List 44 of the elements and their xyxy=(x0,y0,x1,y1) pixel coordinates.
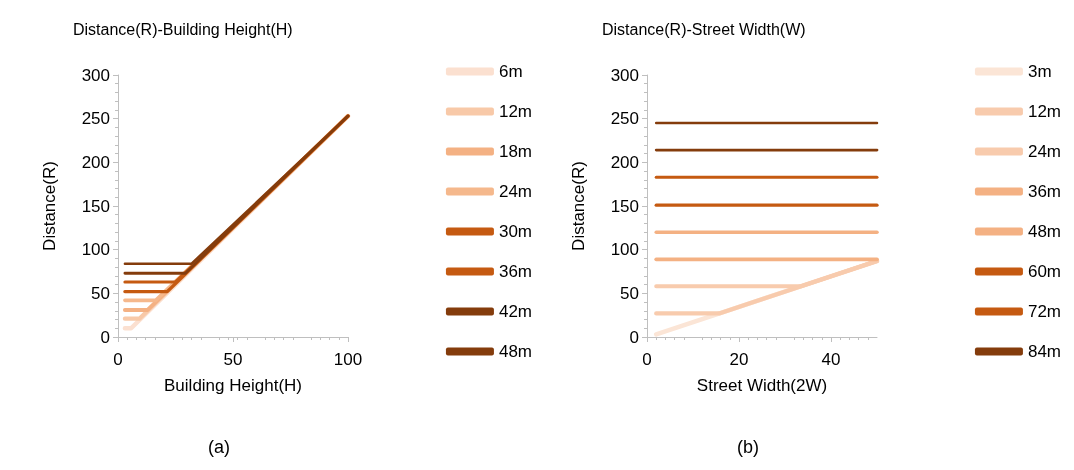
x-tick-label: 40 xyxy=(821,350,841,369)
y-tick-label: 0 xyxy=(100,327,110,347)
legend-label: 12m xyxy=(1027,102,1062,121)
y-tick-label: 150 xyxy=(81,196,110,216)
chart-title: Distance(R)-Street Width(W) xyxy=(602,20,806,38)
legend-label: 36m xyxy=(1027,182,1062,201)
text: (b) xyxy=(737,437,759,457)
y-tick-label: 300 xyxy=(81,65,110,85)
x-axis-title: Street Width(2W) xyxy=(696,376,828,395)
legend-label: 24m xyxy=(1027,142,1062,161)
x-tick-label: 50 xyxy=(223,350,243,369)
chart-title: Distance(R)-Building Height(H) xyxy=(73,20,293,38)
legend-label: 60m xyxy=(1027,262,1062,281)
legend-label: 12m xyxy=(498,102,533,121)
legend-label: 6m xyxy=(498,62,523,81)
x-axis-title: Building Height(H) xyxy=(164,376,302,395)
legend-label: 42m xyxy=(498,302,533,321)
y-tick-label: 200 xyxy=(610,152,639,172)
y-axis-title: Distance(R) xyxy=(40,161,59,251)
y-tick-label: 300 xyxy=(610,65,639,85)
y-tick-label: 200 xyxy=(81,152,110,172)
x-tick-label: 100 xyxy=(333,350,363,369)
text: (a) xyxy=(208,437,230,457)
legend-label: 18m xyxy=(498,142,533,161)
legend-label: 48m xyxy=(498,342,533,361)
legend-label: 48m xyxy=(1027,222,1062,241)
y-tick-label: 50 xyxy=(91,283,110,303)
y-tick-label: 250 xyxy=(610,109,639,129)
x-tick-label: 0 xyxy=(113,350,123,369)
y-tick-label: 250 xyxy=(81,109,110,129)
y-tick-label: 150 xyxy=(610,196,639,216)
legend-label: 36m xyxy=(498,262,533,281)
legend-label: 24m xyxy=(498,182,533,201)
y-tick-label: 100 xyxy=(81,240,110,260)
y-tick-label: 50 xyxy=(620,283,639,303)
legend-label: 30m xyxy=(498,222,533,241)
y-axis-title: Distance(R) xyxy=(569,161,588,251)
x-tick-label: 0 xyxy=(642,350,652,369)
legend-label: 84m xyxy=(1027,342,1062,361)
legend-label: 3m xyxy=(1027,62,1052,81)
x-tick-label: 20 xyxy=(729,350,749,369)
y-tick-label: 100 xyxy=(610,240,639,260)
y-tick-label: 0 xyxy=(629,327,639,347)
legend-label: 72m xyxy=(1027,302,1062,321)
